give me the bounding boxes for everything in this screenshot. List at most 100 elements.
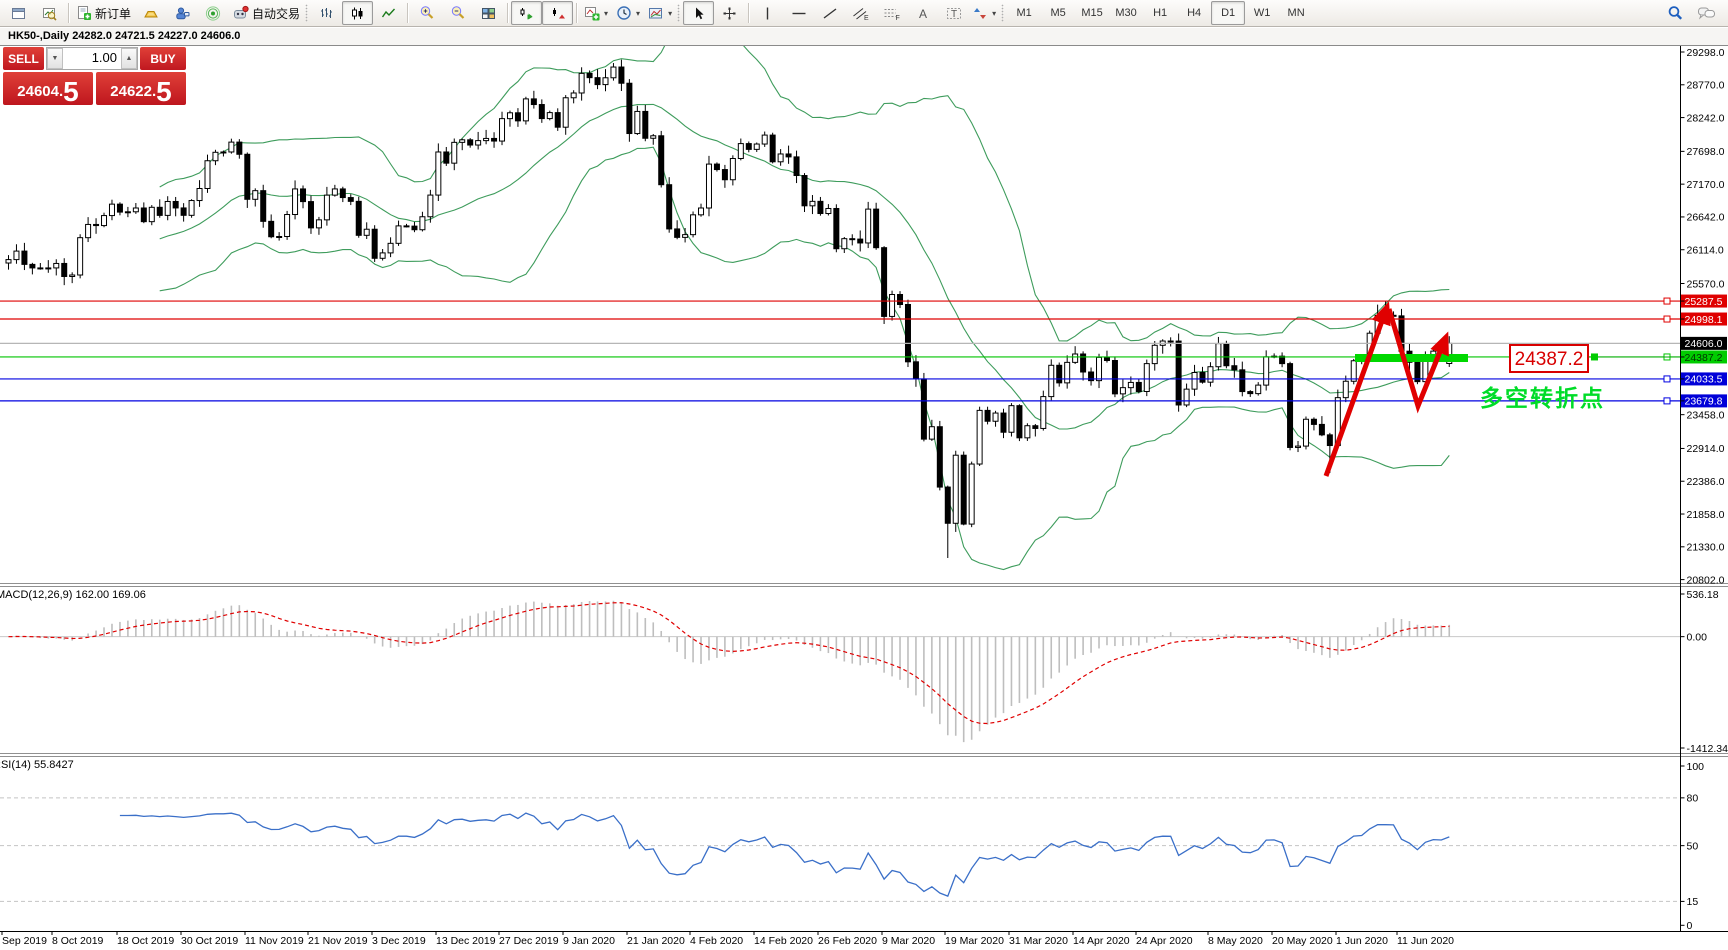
price-badge: [1681, 350, 1727, 364]
indicators-button[interactable]: ▾: [580, 1, 612, 25]
candle: [116, 203, 123, 213]
timeframe-d1-button[interactable]: D1: [1211, 1, 1246, 25]
trendline-button[interactable]: [814, 1, 845, 25]
price-badge: [1681, 312, 1727, 326]
text-button[interactable]: A: [907, 1, 938, 25]
candle: [93, 223, 100, 227]
arrows-button[interactable]: ▾: [969, 1, 1000, 25]
zigzag-vee-arrow[interactable]: [1386, 308, 1449, 414]
time-tick-label: 8 May 2020: [1208, 935, 1263, 947]
svg-text:F: F: [896, 15, 900, 21]
auto-scroll-button[interactable]: [511, 1, 543, 25]
price-badge: [1681, 294, 1727, 308]
signals-button[interactable]: [197, 1, 228, 25]
hline-handle[interactable]: [1663, 315, 1671, 323]
chart-title-bar[interactable]: HK50-,Daily 24282.0 24721.5 24227.0 2460…: [0, 28, 1728, 46]
candle: [101, 215, 108, 227]
gold-ingot-button[interactable]: [135, 1, 166, 25]
candle: [817, 200, 824, 215]
candlestick-chart-button[interactable]: [342, 1, 374, 25]
zigzag-up-arrow[interactable]: [1323, 301, 1391, 477]
candle: [467, 139, 474, 146]
new-chart-button[interactable]: [3, 1, 34, 25]
hline-handle[interactable]: [1663, 297, 1671, 305]
crosshair-button[interactable]: [714, 1, 745, 25]
volume-increase-button[interactable]: ▲: [121, 48, 137, 69]
timeframe-mn-button[interactable]: MN: [1287, 7, 1305, 19]
timeframe-m1-button[interactable]: M1: [1016, 7, 1032, 19]
zoom-out-button[interactable]: [442, 1, 473, 25]
fibonacci-icon: F: [883, 6, 900, 22]
cursor-button[interactable]: [683, 1, 715, 25]
candle: [124, 211, 131, 214]
price-tick-label: 27170.0: [1687, 179, 1725, 191]
candle: [244, 153, 251, 200]
candle: [427, 194, 434, 218]
buy-price-panel[interactable]: 24622. 5: [96, 72, 186, 108]
sell-button[interactable]: SELL: [3, 47, 44, 70]
candle: [873, 208, 880, 249]
time-tick-label: 20 May 2020: [1272, 935, 1333, 947]
candle: [522, 98, 529, 122]
volume-decrease-button[interactable]: ▼: [47, 48, 63, 69]
candle: [1191, 371, 1198, 390]
candle: [140, 207, 147, 223]
timeframe-h4-button[interactable]: H4: [1187, 7, 1202, 19]
rsi-scale-label: 50: [1687, 840, 1699, 852]
arrows-caret-icon: ▾: [992, 8, 997, 18]
support-button[interactable]: [166, 1, 197, 25]
candle: [642, 110, 649, 139]
candle: [252, 190, 259, 200]
candle: [355, 200, 362, 236]
time-tick-label: 14 Feb 2020: [754, 935, 813, 947]
templates-button[interactable]: ▾: [644, 1, 676, 25]
volume-input[interactable]: 1.00: [91, 50, 117, 65]
price-label-box[interactable]: [1509, 344, 1589, 373]
text-label-button[interactable]: T: [938, 1, 969, 25]
timeframe-m15-button[interactable]: M15: [1081, 7, 1103, 19]
candle: [172, 200, 179, 209]
timeframe-h1-button[interactable]: H1: [1153, 7, 1168, 19]
vertical-line-button[interactable]: [752, 1, 783, 25]
zoom-in-button[interactable]: [411, 1, 442, 25]
candle: [546, 112, 553, 120]
new-chart-icon: [11, 6, 26, 21]
timeframe-w1-button[interactable]: W1: [1253, 7, 1271, 19]
line-chart-button[interactable]: [373, 1, 404, 25]
tile-windows-button[interactable]: [473, 1, 504, 25]
hline-handle[interactable]: [1663, 397, 1671, 405]
candle: [132, 207, 139, 213]
new-order-button[interactable]: 新订单: [72, 1, 135, 25]
label-anchor[interactable]: [1591, 353, 1598, 361]
timeframe-m30-button[interactable]: M30: [1115, 7, 1137, 19]
buy-button[interactable]: BUY: [140, 47, 186, 70]
highlight-bar[interactable]: [1355, 354, 1468, 362]
fibonacci-button[interactable]: F: [876, 1, 907, 25]
sell-price: 24604: [17, 83, 59, 100]
chart-shift-button[interactable]: [542, 1, 574, 25]
chat-button[interactable]: [1691, 1, 1722, 25]
bar-chart-button[interactable]: [311, 1, 342, 25]
price-tick-label: 29298.0: [1687, 47, 1725, 59]
price-badge-text: 24033.5: [1685, 374, 1723, 386]
candle: [920, 378, 927, 440]
profiles-button[interactable]: [34, 1, 65, 25]
buy-price-fraction: 5: [156, 76, 172, 108]
candle: [451, 141, 458, 164]
hline-handle[interactable]: [1663, 375, 1671, 383]
macd-scale-label: 536.18: [1687, 589, 1719, 601]
equidistant-channel-button[interactable]: E: [845, 1, 876, 25]
search-button[interactable]: [1660, 1, 1691, 25]
candle: [690, 214, 697, 236]
periods-button[interactable]: ▾: [612, 1, 644, 25]
sell-price-panel[interactable]: 24604. 5: [3, 72, 93, 106]
candle: [45, 267, 52, 270]
horizontal-line-button[interactable]: [783, 1, 814, 25]
timeframe-m5-button[interactable]: M5: [1050, 7, 1066, 19]
price-tick-label: 20802.0: [1687, 574, 1725, 586]
candle: [506, 112, 513, 120]
autotrading-button[interactable]: 自动交易: [228, 1, 304, 25]
candle: [554, 112, 561, 128]
price-badge-text: 24606.0: [1685, 338, 1723, 350]
